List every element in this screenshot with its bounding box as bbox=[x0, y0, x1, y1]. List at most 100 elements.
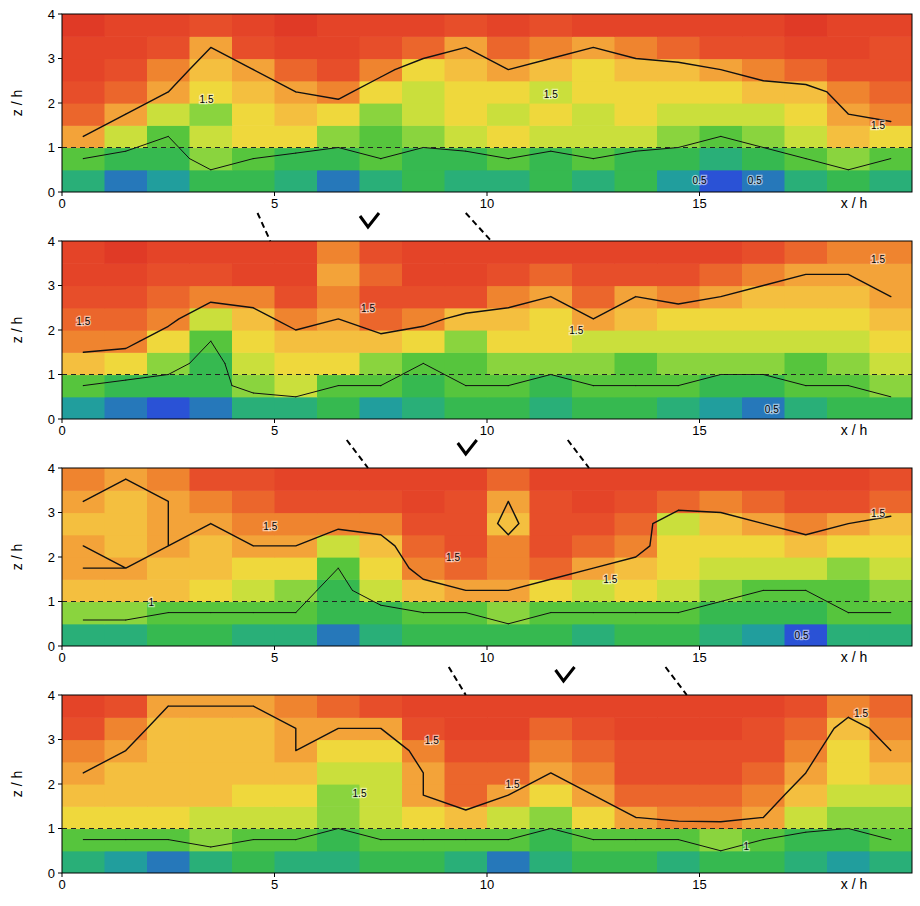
cell bbox=[360, 36, 403, 59]
y-tick-label: 4 bbox=[48, 461, 55, 476]
cell bbox=[402, 695, 445, 718]
cell bbox=[62, 624, 105, 646]
cell bbox=[62, 103, 105, 126]
cell bbox=[190, 308, 233, 331]
cell bbox=[317, 103, 360, 126]
cell bbox=[62, 308, 105, 331]
cell bbox=[657, 81, 700, 104]
cell bbox=[190, 490, 233, 513]
cell bbox=[657, 762, 700, 785]
cell bbox=[275, 125, 318, 148]
cell bbox=[232, 14, 275, 37]
cell bbox=[700, 14, 743, 37]
cell bbox=[742, 717, 785, 740]
cell bbox=[785, 806, 828, 829]
cell bbox=[615, 170, 658, 192]
y-tick-label: 1 bbox=[48, 367, 55, 382]
track-line bbox=[568, 440, 589, 468]
cell bbox=[785, 14, 828, 37]
cell bbox=[657, 740, 700, 763]
cell bbox=[827, 851, 870, 873]
cell bbox=[105, 14, 148, 37]
cell bbox=[105, 125, 148, 148]
cell bbox=[62, 602, 105, 625]
cell bbox=[827, 286, 870, 309]
y-tick-label: 1 bbox=[48, 594, 55, 609]
cell bbox=[62, 263, 105, 286]
y-tick bbox=[58, 103, 62, 104]
cell bbox=[147, 624, 190, 646]
cell bbox=[147, 14, 190, 37]
x-axis-title: x / h bbox=[841, 876, 867, 892]
contour-label: 1.5 bbox=[506, 779, 520, 790]
cell bbox=[785, 468, 828, 491]
cell bbox=[275, 513, 318, 536]
cell bbox=[360, 762, 403, 785]
cell bbox=[275, 286, 318, 309]
cell bbox=[742, 330, 785, 353]
cell bbox=[657, 624, 700, 646]
cell bbox=[827, 59, 870, 82]
cell bbox=[360, 851, 403, 873]
cell bbox=[275, 806, 318, 829]
cell bbox=[530, 352, 573, 375]
cell bbox=[232, 624, 275, 646]
cell bbox=[785, 103, 828, 126]
cell bbox=[360, 624, 403, 646]
cell bbox=[785, 602, 828, 625]
cell bbox=[785, 241, 828, 264]
cell bbox=[360, 579, 403, 602]
y-tick-label: 3 bbox=[48, 505, 55, 520]
cell bbox=[105, 397, 148, 419]
cell bbox=[190, 263, 233, 286]
cell bbox=[657, 148, 700, 171]
cell bbox=[190, 103, 233, 126]
cell bbox=[487, 14, 530, 37]
plot-area bbox=[62, 468, 912, 646]
cell bbox=[445, 762, 488, 785]
cell bbox=[232, 330, 275, 353]
cell bbox=[147, 352, 190, 375]
cell bbox=[572, 762, 615, 785]
cell bbox=[700, 148, 743, 171]
cell bbox=[402, 36, 445, 59]
cell bbox=[275, 695, 318, 718]
cell bbox=[487, 740, 530, 763]
cell bbox=[232, 579, 275, 602]
y-tick-label: 0 bbox=[48, 639, 55, 654]
contour-label: 0.5 bbox=[795, 630, 809, 641]
cell bbox=[190, 535, 233, 558]
cell bbox=[572, 397, 615, 419]
cell bbox=[105, 535, 148, 558]
cell bbox=[317, 740, 360, 763]
y-tick-label: 2 bbox=[48, 777, 55, 792]
contour-label: 0.5 bbox=[693, 175, 707, 186]
cell bbox=[487, 806, 530, 829]
cell bbox=[700, 330, 743, 353]
cell bbox=[105, 263, 148, 286]
cell bbox=[700, 352, 743, 375]
cell bbox=[445, 241, 488, 264]
reference-line bbox=[62, 828, 912, 829]
cell bbox=[190, 557, 233, 580]
cell bbox=[615, 241, 658, 264]
cell bbox=[870, 330, 913, 353]
x-tick-label: 15 bbox=[692, 423, 706, 438]
cell bbox=[232, 286, 275, 309]
cell bbox=[785, 308, 828, 331]
cell bbox=[62, 579, 105, 602]
cell bbox=[62, 740, 105, 763]
cell bbox=[105, 241, 148, 264]
cell bbox=[190, 579, 233, 602]
cell bbox=[870, 14, 913, 37]
y-tick-label: 2 bbox=[48, 96, 55, 111]
y-tick bbox=[58, 374, 62, 375]
cell bbox=[572, 624, 615, 646]
cell bbox=[700, 717, 743, 740]
cell bbox=[317, 125, 360, 148]
cell bbox=[232, 557, 275, 580]
cell bbox=[700, 241, 743, 264]
cell bbox=[445, 695, 488, 718]
cell bbox=[700, 468, 743, 491]
cell bbox=[445, 851, 488, 873]
